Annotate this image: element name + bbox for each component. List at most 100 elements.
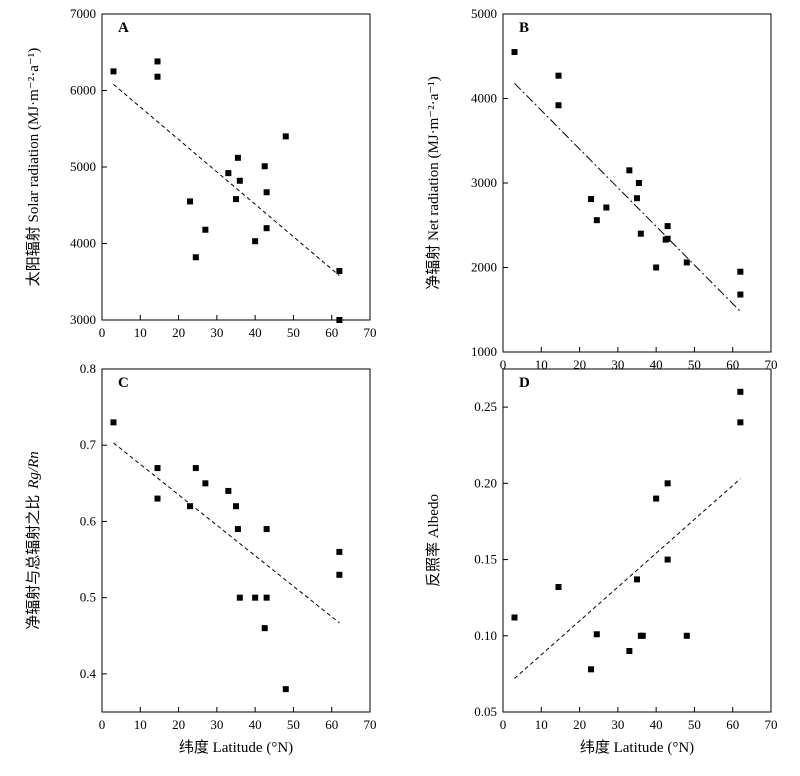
- x-tick-label: 30: [210, 325, 223, 340]
- data-point: [202, 480, 209, 487]
- y-tick-label: 0.6: [80, 513, 97, 528]
- data-point: [664, 480, 671, 487]
- x-tick-label: 40: [650, 717, 663, 732]
- panel-label: A: [118, 20, 129, 36]
- data-point: [511, 49, 518, 56]
- panel-label: D: [519, 375, 530, 391]
- data-point: [555, 102, 562, 109]
- x-tick-label: 30: [210, 717, 223, 732]
- data-point: [263, 225, 270, 232]
- data-point: [187, 198, 194, 205]
- trend-line: [514, 82, 741, 312]
- data-point: [588, 666, 595, 673]
- x-tick-label: 50: [688, 357, 701, 372]
- panel-A: 0 10 20 30 40 50 60 70 3000 4000 5000 6000 7000 A 太阳辐射…: [25, 6, 377, 340]
- y-tick-label: 2000: [471, 260, 497, 275]
- data-point: [336, 317, 343, 323]
- x-tick-label: 20: [172, 325, 185, 340]
- data-point: [634, 576, 640, 583]
- data-point: [236, 594, 243, 601]
- data-point: [225, 487, 232, 494]
- data-point: [233, 503, 239, 510]
- panel-B: 0 10 20 30 40 50 60 70 1000 2000 3000 4000 5000 B 净辐射 …: [425, 6, 778, 372]
- data-point: [664, 223, 671, 230]
- data-point: [653, 264, 660, 271]
- plot-frame: [101, 368, 371, 713]
- x-tick-label: 20: [573, 717, 586, 732]
- data-point: [683, 632, 690, 639]
- y-tick-label: 1000: [471, 344, 497, 359]
- data-point: [236, 177, 243, 184]
- data-point: [555, 72, 562, 79]
- data-point: [233, 196, 239, 203]
- panel-label: B: [519, 20, 529, 36]
- plot-frame: [502, 368, 772, 713]
- y-tick-label: 3000: [70, 312, 96, 327]
- data-point: [263, 526, 270, 533]
- data-point: [653, 495, 660, 502]
- data-point: [261, 625, 268, 632]
- y-tick-label: 3000: [471, 175, 497, 190]
- x-tick-label: 60: [726, 357, 739, 372]
- panel-D: 0 10 20 30 40 50 60 70 0.05 0.10 0.15 0.20 0.25 D 反照率 …: [425, 368, 778, 756]
- data-point: [154, 73, 161, 80]
- data-point: [664, 235, 671, 242]
- data-point: [154, 465, 161, 472]
- x-tick-label: 50: [688, 717, 701, 732]
- data-point: [154, 495, 161, 502]
- data-point: [225, 170, 232, 177]
- x-tick-label: 10: [535, 717, 548, 732]
- data-point: [626, 167, 633, 174]
- data-point: [634, 195, 640, 202]
- data-point: [192, 465, 199, 472]
- x-tick-label: 0: [500, 357, 507, 372]
- trend-line: [113, 83, 340, 277]
- x-tick-label: 60: [325, 325, 338, 340]
- x-tick-label: 0: [99, 717, 106, 732]
- data-point: [737, 291, 744, 298]
- data-point: [110, 419, 117, 426]
- trend-line: [113, 442, 340, 624]
- y-axis-label-ratio: Rg/Rn: [26, 451, 42, 490]
- x-tick-label: 20: [573, 357, 586, 372]
- x-tick-label: 70: [765, 357, 778, 372]
- data-point: [192, 254, 199, 261]
- x-axis-label: 纬度 Latitude (°N): [580, 739, 694, 756]
- data-point: [252, 238, 259, 245]
- data-point: [737, 419, 744, 426]
- data-point: [336, 268, 343, 275]
- x-tick-label: 50: [287, 717, 300, 732]
- data-point: [263, 189, 270, 196]
- y-axis-label: 太阳辐射 Solar radiation (MJ·m⁻²·a⁻¹): [25, 48, 42, 287]
- x-tick-label: 0: [99, 325, 106, 340]
- plot-frame: [101, 13, 371, 321]
- y-axis-label: 净辐射与总辐射之比 Rg/Rn: [25, 451, 42, 630]
- y-tick-label: 0.5: [80, 590, 96, 605]
- data-point: [234, 154, 241, 161]
- y-tick-label: 4000: [471, 91, 497, 106]
- x-tick-label: 70: [364, 717, 377, 732]
- data-point: [588, 196, 595, 203]
- y-tick-label: 0.25: [474, 399, 497, 414]
- data-point: [555, 583, 562, 590]
- x-tick-label: 40: [249, 325, 262, 340]
- y-tick-label: 5000: [471, 6, 497, 21]
- data-point: [202, 226, 209, 233]
- y-tick-label: 6000: [70, 83, 96, 98]
- data-point: [252, 594, 259, 601]
- y-axis-label-text: 净辐射与总辐射之比: [25, 495, 42, 630]
- y-tick-label: 0.8: [80, 361, 96, 376]
- data-point: [187, 503, 194, 510]
- data-point: [737, 388, 744, 395]
- data-point: [261, 163, 268, 170]
- data-point: [336, 548, 343, 555]
- y-tick-label: 0.4: [80, 666, 97, 681]
- panel-label: C: [118, 375, 129, 391]
- data-point: [282, 133, 289, 140]
- data-point: [683, 259, 690, 266]
- trend-line: [514, 478, 741, 679]
- data-point: [593, 631, 600, 638]
- x-tick-label: 60: [726, 717, 739, 732]
- x-tick-label: 70: [364, 325, 377, 340]
